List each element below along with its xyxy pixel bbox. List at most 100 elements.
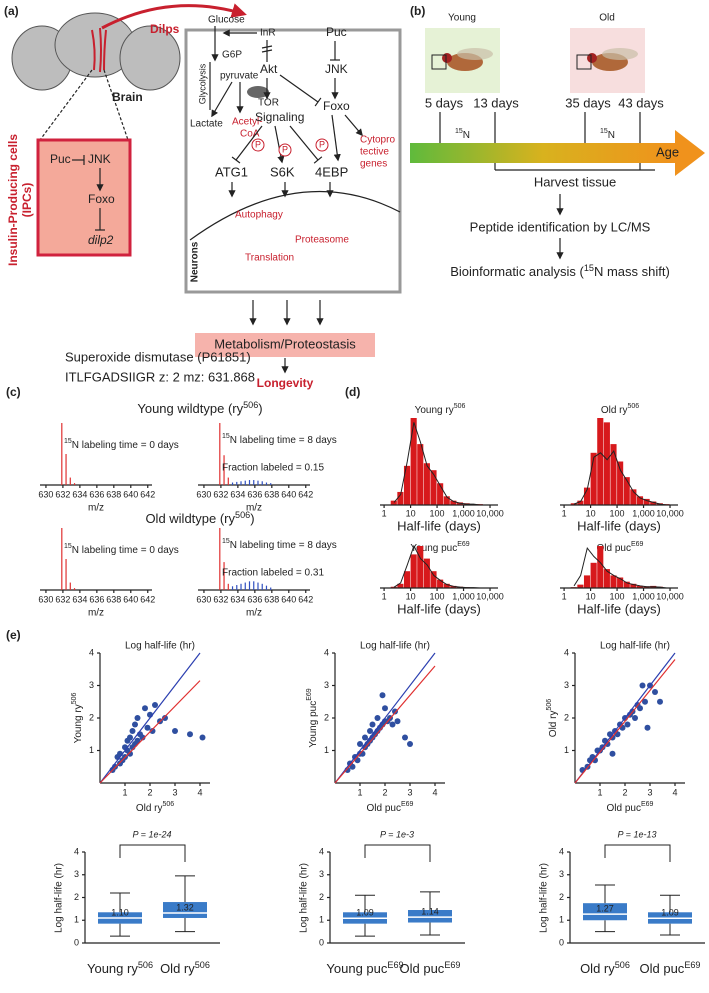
- text-part: Young wildtype (ry: [137, 401, 243, 416]
- hist-bar: [397, 491, 404, 505]
- label: (a): [4, 4, 19, 18]
- label: 3: [74, 869, 79, 879]
- label: 640: [281, 489, 296, 499]
- label: Fraction labeled = 0.15: [222, 463, 324, 474]
- scatter-point: [609, 750, 616, 757]
- superscript: 506: [627, 403, 639, 410]
- superscript: E69: [401, 801, 414, 808]
- label: G6P: [222, 50, 242, 61]
- label: 4: [89, 647, 94, 657]
- label: 0: [319, 937, 324, 947]
- scatter-point: [394, 718, 401, 725]
- phospho-mark: [251, 138, 265, 152]
- label: Dilps: [150, 22, 180, 36]
- label: tective: [360, 147, 389, 158]
- zoom-line: [103, 69, 129, 141]
- label: CoA: [240, 129, 260, 140]
- scatter-point: [152, 702, 158, 708]
- scatter-point: [139, 734, 146, 741]
- zoom-line: [39, 69, 93, 141]
- hist-bar: [570, 503, 577, 505]
- label: 4: [559, 846, 564, 856]
- rich-label: Old wildtype (ry506): [145, 510, 254, 526]
- label: 2: [324, 712, 329, 722]
- scatter-point: [149, 728, 156, 734]
- hist-bar: [403, 571, 411, 588]
- label: 3: [324, 680, 329, 690]
- age-bar: [410, 143, 675, 163]
- density-curve: [573, 450, 667, 506]
- label: 632: [55, 594, 70, 604]
- label: 642: [298, 489, 313, 499]
- hist-bar: [423, 463, 430, 505]
- label: m/z: [246, 503, 262, 514]
- hist-bar: [417, 444, 424, 505]
- label: 636: [247, 594, 262, 604]
- label: 3: [407, 787, 412, 797]
- scatter-point: [392, 708, 398, 715]
- hist-bar: [450, 585, 457, 588]
- text-part: N labeling time = 0 days: [72, 440, 179, 451]
- phospho-mark: [315, 138, 329, 152]
- hist-bar: [610, 575, 617, 588]
- label: 10,000: [476, 508, 504, 518]
- inset-box: [431, 54, 447, 70]
- superscript: 15: [455, 128, 463, 135]
- label: 3: [564, 680, 569, 690]
- label: 5 days: [425, 95, 464, 110]
- box: [583, 903, 627, 921]
- label: 0: [74, 937, 79, 947]
- connector: [261, 45, 273, 49]
- scatter-point: [632, 715, 638, 721]
- label: 1: [324, 745, 329, 755]
- label: 632: [55, 489, 70, 499]
- hist-bar: [590, 452, 597, 505]
- label: 1,000: [452, 508, 475, 518]
- scatter-point: [162, 715, 168, 721]
- superscript: 15: [600, 128, 608, 135]
- superscript: E69: [306, 688, 313, 701]
- connector: [261, 49, 273, 53]
- outcome-box: [195, 333, 375, 357]
- label: (b): [410, 4, 425, 18]
- label: 630: [196, 594, 211, 604]
- superscript: E69: [457, 541, 470, 548]
- scatter-point: [357, 741, 363, 747]
- phospho-mark: [278, 143, 292, 157]
- label: P = 1e-3: [380, 829, 414, 839]
- label: 4: [319, 846, 324, 856]
- label: 1.10: [111, 907, 129, 917]
- hist-bar: [623, 581, 630, 588]
- label: Log half-life (hr): [54, 863, 65, 933]
- density-curve: [393, 422, 487, 506]
- scatter-point: [642, 698, 648, 705]
- inhibit-arrow: [279, 74, 319, 103]
- label: 1: [562, 508, 567, 518]
- label: Glucose: [208, 15, 245, 26]
- reference-line: [574, 652, 676, 784]
- scatter-point: [362, 734, 368, 741]
- superscript: E69: [444, 960, 460, 970]
- superscript: 506: [546, 699, 553, 711]
- label: Glycolysis: [197, 63, 207, 104]
- label: Cytopro: [360, 135, 395, 146]
- superscript: 15: [584, 263, 594, 273]
- text-part: Old puc: [367, 803, 401, 814]
- mitochondrion: [247, 86, 269, 98]
- label: 2: [564, 712, 569, 722]
- scatter-point: [614, 731, 621, 738]
- label: 4: [564, 647, 569, 657]
- inhibit-arrow: [235, 125, 263, 161]
- rich-label: Young wildtype (ry506): [137, 400, 262, 416]
- rich-label: Old ry506: [601, 403, 639, 416]
- text-part: Young ry: [415, 405, 454, 416]
- label: Lactate: [190, 119, 223, 130]
- inset-box: [576, 54, 592, 70]
- hist-bar: [410, 418, 417, 505]
- text-part: Old ry: [601, 405, 628, 416]
- scatter-point: [127, 734, 133, 741]
- label: 100: [430, 591, 445, 601]
- label: (c): [6, 385, 21, 399]
- label: P: [319, 139, 325, 149]
- label: 640: [281, 594, 296, 604]
